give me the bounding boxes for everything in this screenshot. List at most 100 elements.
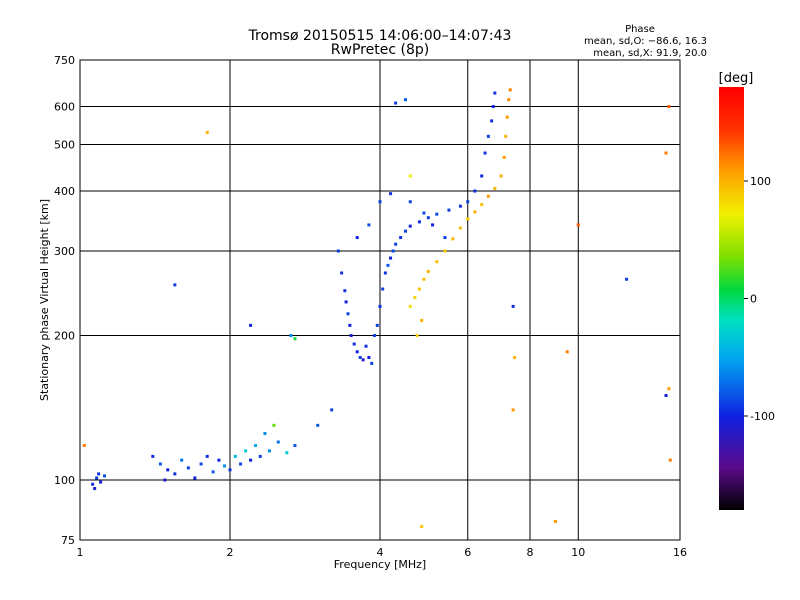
x-tick-label: 1 [77,546,84,559]
data-point [490,119,494,123]
data-point [358,355,362,359]
data-point [664,394,668,398]
data-point [180,458,184,462]
data-point [163,478,167,482]
data-point [420,318,424,322]
data-point [435,260,439,264]
x-axis-label: Frequency [MHz] [334,558,426,571]
data-point [499,174,503,178]
data-point [205,454,209,458]
data-point [443,249,447,253]
data-point [394,101,398,105]
data-point [565,350,569,354]
y-tick-label: 300 [54,245,75,258]
data-point [352,342,356,346]
x-tick-label: 2 [227,546,234,559]
data-point [408,174,412,178]
data-point [451,237,455,241]
data-point [480,202,484,206]
data-point [355,350,359,354]
y-tick-label: 400 [54,185,75,198]
data-point [95,476,99,480]
data-point [228,468,232,472]
x-tick-label: 10 [571,546,585,559]
data-point [417,220,421,224]
chart-title: Tromsø 20150515 14:06:00–14:07:43 [248,28,512,44]
data-point [417,287,421,291]
y-tick-label: 100 [54,474,75,487]
colorbar-ticks: -100 0 100 [744,175,775,423]
data-point [483,151,487,155]
data-point [211,470,215,474]
data-point [186,466,190,470]
data-point [173,472,177,476]
y-tick-label: 200 [54,330,75,343]
data-point [276,440,280,444]
data-point [293,337,297,341]
data-point [340,271,344,275]
data-point [267,449,271,453]
colorbar-tick-label: -100 [750,410,775,423]
data-point [505,115,509,119]
data-point [97,472,101,476]
data-point [403,98,407,102]
data-point [426,216,430,220]
data-point [239,462,243,466]
data-point [507,98,511,102]
data-point [166,468,170,472]
data-point [355,236,359,240]
phase-o-stats: mean, sd,O: −86.6, 16.3 [584,36,707,47]
data-point [422,277,426,281]
data-point [408,200,412,204]
data-point [82,444,86,448]
data-point [316,423,320,427]
data-point [370,361,374,365]
data-point [349,334,353,338]
data-point [504,134,508,138]
data-point [399,236,403,240]
data-point [151,454,155,458]
colorbar-tick-label: 0 [750,293,757,306]
data-point [205,130,209,134]
data-point [491,105,495,109]
data-point [422,211,426,215]
data-point [378,304,382,308]
data-point [664,151,668,155]
colorbar [719,87,744,510]
data-point [378,200,382,204]
data-point [408,224,412,228]
data-point [103,474,107,478]
data-point [381,287,385,291]
data-point [344,300,348,304]
data-point [508,88,512,92]
data-point [253,444,257,448]
data-point [511,408,515,412]
data-point [486,194,490,198]
data-point [233,454,237,458]
data-point [199,462,203,466]
data-point [447,208,451,212]
data-point [285,451,289,455]
data-point [667,387,671,391]
data-point [435,212,439,216]
data-point [431,223,435,227]
data-point [389,256,393,260]
data-point [373,334,377,338]
data-point [394,242,398,246]
x-tick-label: 8 [527,546,534,559]
data-point [426,269,430,273]
data-point [343,289,347,293]
y-tick-label: 600 [54,101,75,114]
data-point [386,263,390,267]
data-point [413,296,417,300]
data-point [493,91,497,95]
data-point [391,249,395,253]
data-point [403,229,407,233]
data-point [486,134,490,138]
data-point [443,236,447,240]
data-point [249,458,253,462]
data-point [625,277,629,281]
data-point [217,458,221,462]
data-point [364,344,368,348]
data-point [513,355,517,359]
